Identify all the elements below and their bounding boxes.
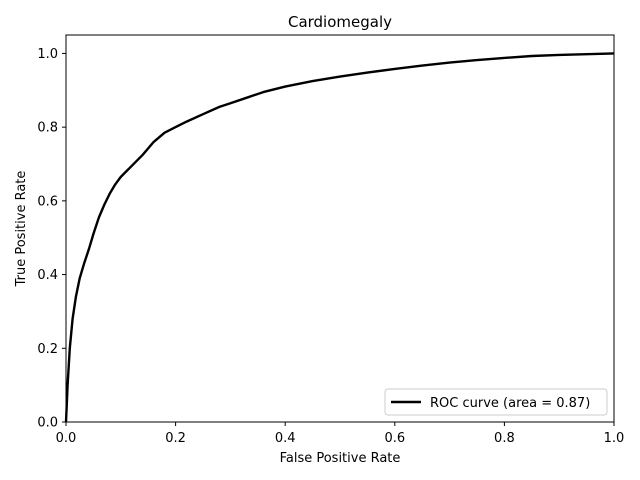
x-axis-label: False Positive Rate <box>280 451 401 466</box>
plot-background <box>66 35 614 422</box>
x-axis-ticks: 0.0 0.2 0.4 0.6 0.8 1.0 <box>56 422 625 446</box>
y-tick-label: 0.0 <box>37 416 58 431</box>
y-tick-label: 0.2 <box>37 342 58 357</box>
plot-area <box>64 34 615 423</box>
x-tick-label: 1.0 <box>604 431 625 446</box>
y-tick-label: 0.8 <box>37 121 58 136</box>
y-tick-label: 0.4 <box>37 268 58 283</box>
y-axis-label: True Positive Rate <box>14 171 29 288</box>
y-tick-label: 0.6 <box>37 194 58 209</box>
legend-box <box>384 388 608 416</box>
legend-label: ROC curve (area = 0.87) <box>430 396 590 411</box>
x-tick-label: 0.6 <box>384 431 405 446</box>
roc-curve-line <box>64 52 615 423</box>
x-tick-label: 0.4 <box>275 431 296 446</box>
x-tick-label: 0.0 <box>56 431 77 446</box>
x-tick-label: 0.2 <box>165 431 186 446</box>
legend: ROC curve (area = 0.87) <box>384 388 608 416</box>
chart-title: Cardiomegaly <box>288 13 392 31</box>
x-tick-label: 0.8 <box>494 431 515 446</box>
y-tick-label: 1.0 <box>37 47 58 62</box>
plot-frame <box>65 34 615 423</box>
y-axis-ticks: 0.0 0.2 0.4 0.6 0.8 1.0 <box>37 47 66 431</box>
